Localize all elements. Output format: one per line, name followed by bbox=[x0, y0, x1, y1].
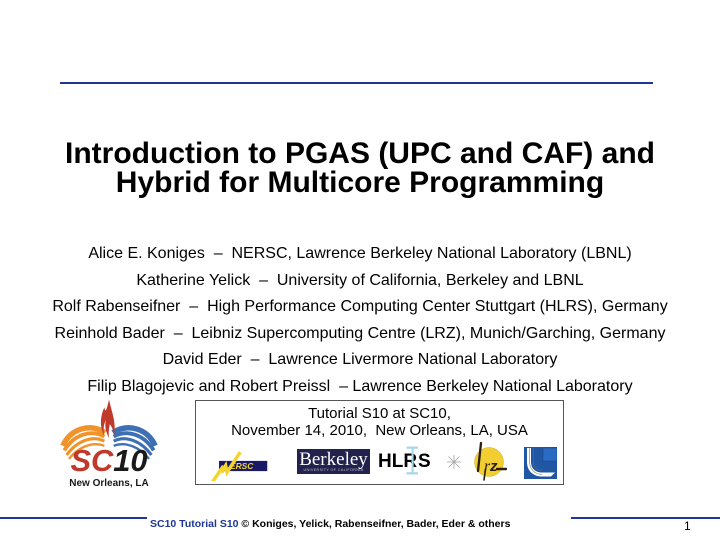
svg-text:HLR: HLR bbox=[378, 451, 417, 472]
svg-text:S: S bbox=[418, 451, 431, 472]
svg-text:z: z bbox=[489, 458, 498, 475]
svg-text:SC10: SC10 bbox=[70, 443, 147, 478]
svg-text:New Orleans, LA: New Orleans, LA bbox=[69, 478, 148, 489]
